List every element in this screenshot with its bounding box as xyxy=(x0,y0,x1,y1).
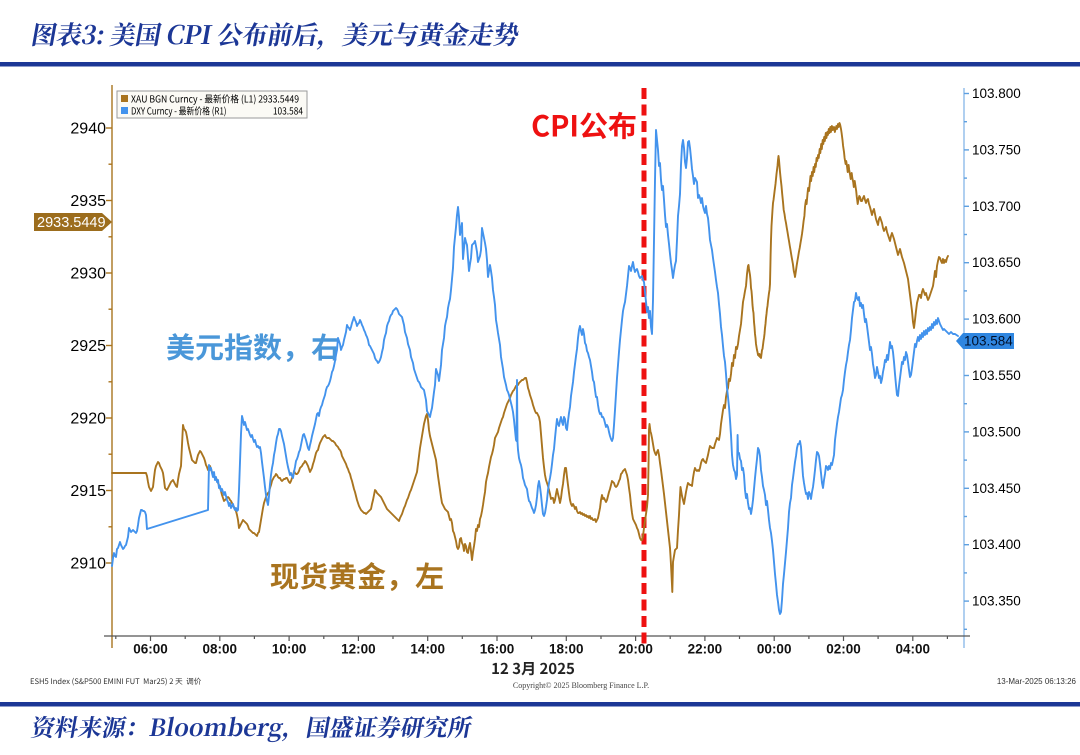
svg-text:103.600: 103.600 xyxy=(972,312,1021,327)
svg-text:103.500: 103.500 xyxy=(972,424,1021,439)
svg-text:02:00: 02:00 xyxy=(826,642,861,657)
svg-text:20:00: 20:00 xyxy=(618,642,653,657)
svg-text:10:00: 10:00 xyxy=(272,642,307,657)
svg-text:103.800: 103.800 xyxy=(972,86,1021,101)
svg-text:103.700: 103.700 xyxy=(972,199,1021,214)
svg-text:2920: 2920 xyxy=(70,411,106,428)
svg-text:2930: 2930 xyxy=(70,266,106,283)
svg-text:2940: 2940 xyxy=(70,121,106,138)
svg-text:103.650: 103.650 xyxy=(972,255,1021,270)
svg-text:2910: 2910 xyxy=(70,556,106,573)
svg-text:06:00: 06:00 xyxy=(133,642,168,657)
svg-text:103.750: 103.750 xyxy=(972,142,1021,157)
svg-text:08:00: 08:00 xyxy=(203,642,238,657)
svg-text:103.350: 103.350 xyxy=(972,594,1021,609)
svg-text:2915: 2915 xyxy=(70,483,106,500)
svg-text:16:00: 16:00 xyxy=(480,642,515,657)
svg-text:12:00: 12:00 xyxy=(341,642,376,657)
svg-text:2933.5449: 2933.5449 xyxy=(37,215,106,231)
svg-text:2925: 2925 xyxy=(70,338,106,355)
svg-text:14:00: 14:00 xyxy=(410,642,445,657)
svg-text:04:00: 04:00 xyxy=(896,642,931,657)
svg-text:103.400: 103.400 xyxy=(972,537,1021,552)
svg-text:13-Mar-2025 06:13:26: 13-Mar-2025 06:13:26 xyxy=(997,677,1077,686)
svg-text:22:00: 22:00 xyxy=(688,642,723,657)
svg-text:2935: 2935 xyxy=(70,193,106,210)
svg-text:103.550: 103.550 xyxy=(972,368,1021,383)
svg-text:00:00: 00:00 xyxy=(757,642,792,657)
svg-text:18:00: 18:00 xyxy=(549,642,584,657)
svg-text:103.450: 103.450 xyxy=(972,481,1021,496)
svg-text:Copyright© 2025 Bloomberg Fina: Copyright© 2025 Bloomberg Finance L.P. xyxy=(513,681,649,690)
svg-text:103.584: 103.584 xyxy=(964,334,1013,349)
